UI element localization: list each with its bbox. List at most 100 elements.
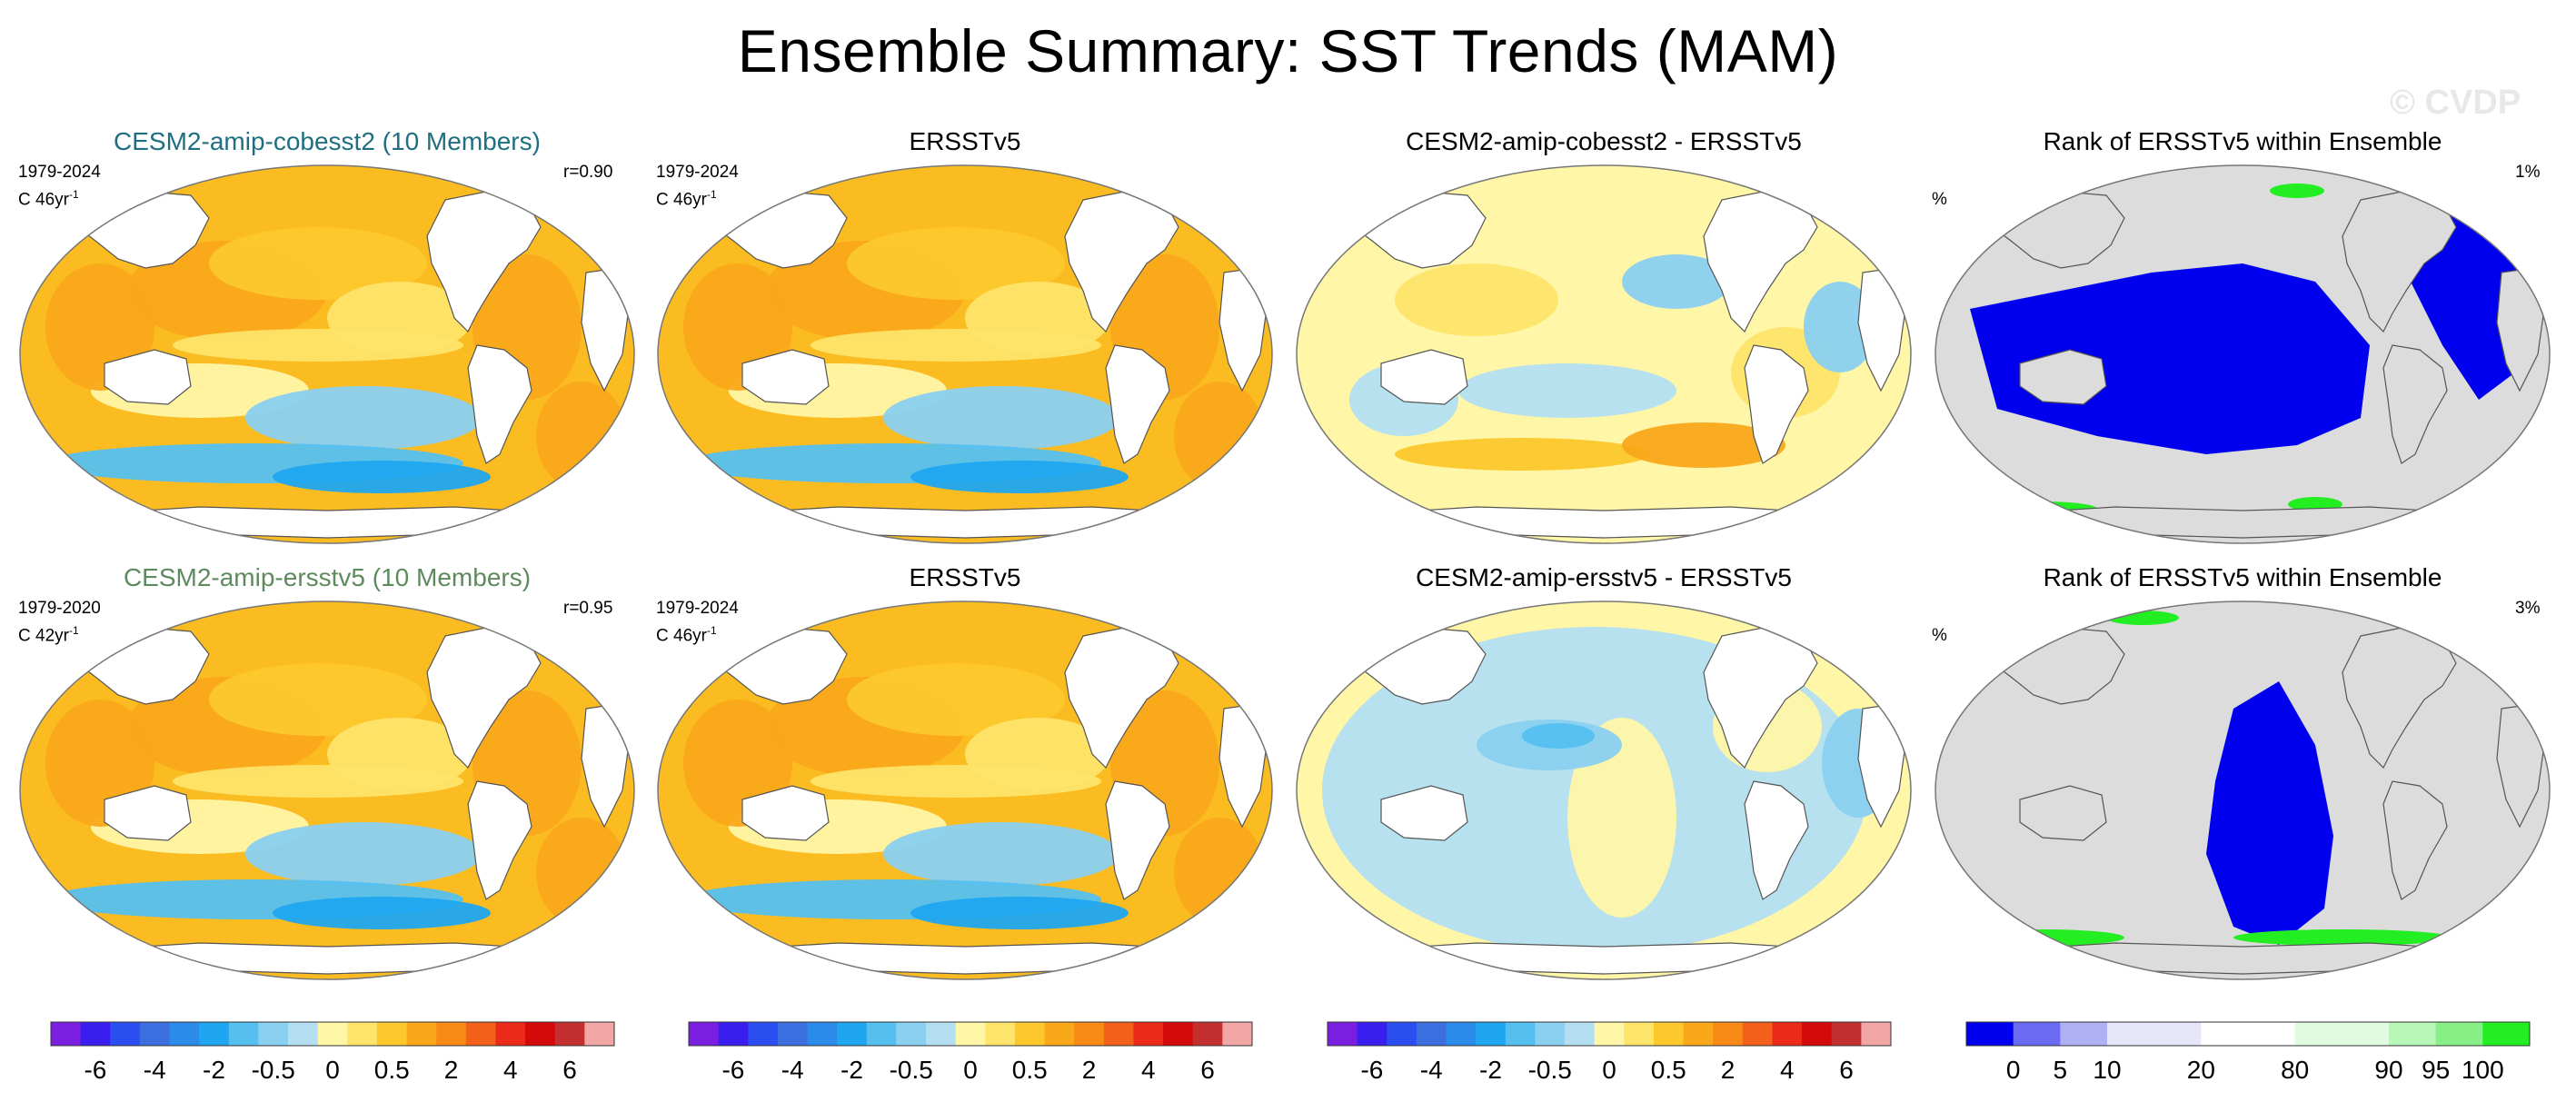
colorbar-tick-label: 4 (1780, 1056, 1795, 1084)
colorbar-swatch (1802, 1022, 1833, 1046)
colorbar-swatch (2294, 1022, 2342, 1046)
colorbar-swatch (2107, 1022, 2155, 1046)
sst-map-4 (1934, 164, 2551, 544)
colorbar-swatch (1044, 1022, 1075, 1046)
anomaly-region (1174, 818, 1265, 927)
colorbar-swatch (2060, 1022, 2108, 1046)
colorbar-tick-label: 0.5 (374, 1056, 410, 1084)
anomaly-region (245, 386, 482, 450)
map-border (19, 601, 635, 980)
anomaly-region (1395, 263, 1558, 336)
colorbar-swatch (1387, 1022, 1417, 1046)
land-outline (1803, 179, 1841, 219)
anomaly-region (273, 897, 491, 929)
map-border (1296, 164, 1912, 544)
colorbar-swatch (1742, 1022, 1773, 1046)
colorbar-tick-label: 6 (1839, 1056, 1854, 1084)
colorbar-1: -6 -4 -2 -0.5 0 0.5 2 4 6 (50, 1021, 615, 1084)
colorbar-tick-label: 100 (2462, 1056, 2504, 1084)
colorbar-outline (1327, 1021, 1892, 1047)
colorbar-tick-label: -6 (1360, 1056, 1383, 1084)
land-outline (736, 506, 1194, 539)
colorbar-swatch (777, 1022, 809, 1046)
colorbar-swatch (110, 1022, 141, 1046)
colorbar-tick-label: 95 (2422, 1056, 2450, 1084)
colorbar-tick-label: -4 (144, 1056, 166, 1084)
land-outline (526, 615, 564, 655)
land-outline (2014, 506, 2472, 539)
colorbar-swatch (406, 1022, 437, 1046)
colorbar-tick-label: 0 (2006, 1056, 2021, 1084)
colorbar-swatch (317, 1022, 348, 1046)
land-outline (1164, 179, 1202, 219)
colorbar-tick-label: -0.5 (1528, 1056, 1572, 1084)
colorbar-swatch (169, 1022, 200, 1046)
colorbar-tick-label: 90 (2374, 1056, 2402, 1084)
colorbar-swatch (837, 1022, 868, 1046)
colorbar-tick-label: -4 (1420, 1056, 1443, 1084)
colorbar-swatch (1446, 1022, 1477, 1046)
colorbar-tick-label: 0 (1602, 1056, 1616, 1084)
panel-title: Rank of ERSSTv5 within Ensemble (2043, 563, 2442, 591)
colorbar-swatch (2201, 1022, 2249, 1046)
pattern-correlation: r=0.90 (563, 163, 613, 182)
anomaly-region (910, 461, 1129, 493)
colorbar-swatch (80, 1022, 111, 1046)
period-text: 1979-2024 (656, 163, 739, 182)
map-border (657, 164, 1273, 544)
colorbar-swatch (2342, 1022, 2390, 1046)
colorbar-3: -6 -4 -2 -0.5 0 0.5 2 4 6 (1327, 1021, 1892, 1084)
colorbar-swatch (1565, 1022, 1596, 1046)
map-border (1934, 601, 2551, 980)
colorbar-swatch (1192, 1022, 1223, 1046)
colorbar-swatch (1594, 1022, 1625, 1046)
land-outline (736, 942, 1194, 975)
colorbar-swatch (288, 1022, 319, 1046)
colorbar-tick-label: -0.5 (890, 1056, 933, 1084)
colorbar-swatch (1163, 1022, 1194, 1046)
colorbar-swatch (2389, 1022, 2437, 1046)
colorbar-swatch (1074, 1022, 1105, 1046)
colorbar-swatch (199, 1022, 230, 1046)
map-border (1296, 601, 1912, 980)
colorbar-swatch (1713, 1022, 1744, 1046)
units-exponent: -1 (706, 624, 717, 637)
land-outline (104, 785, 192, 841)
period-text: 1979-2024 (18, 163, 101, 182)
colorbar-swatch (1535, 1022, 1566, 1046)
period-text: 1979-2024 (656, 599, 739, 618)
colorbar-tick-label: -6 (84, 1056, 106, 1084)
colorbar-tick-label: -2 (840, 1056, 863, 1084)
colorbar-swatch (1831, 1022, 1862, 1046)
panel-title: ERSSTv5 (909, 127, 1021, 155)
land-outline (2019, 785, 2107, 841)
colorbar-swatch (1966, 1022, 2014, 1046)
map-border (19, 164, 635, 544)
colorbar-swatch (1133, 1022, 1164, 1046)
colorbar-tick-label: 2 (444, 1056, 459, 1084)
colorbar-swatch (1103, 1022, 1134, 1046)
anomaly-region (1458, 363, 1676, 418)
colorbar-swatch (1328, 1022, 1358, 1046)
panel-title: Rank of ERSSTv5 within Ensemble (2043, 127, 2442, 155)
watermark: © CVDP (2390, 84, 2521, 122)
panel-title: CESM2-amip-cobesst2 - ERSSTv5 (1406, 127, 1802, 155)
colorbar-swatch (896, 1022, 927, 1046)
anomaly-region (883, 386, 1119, 450)
anomaly-region (910, 897, 1129, 929)
colorbar-swatch (584, 1022, 615, 1046)
sst-map-1 (19, 164, 635, 544)
colorbar-tick-label: 2 (1721, 1056, 1736, 1084)
colorbar-tick-label: 0.5 (1651, 1056, 1686, 1084)
anomaly-region (245, 822, 482, 886)
colorbar-tick-label: -6 (721, 1056, 744, 1084)
page-title: Ensemble Summary: SST Trends (MAM) (737, 17, 1839, 84)
colorbar-swatch (807, 1022, 838, 1046)
land-outline (1375, 506, 1833, 539)
colorbar-swatch (2248, 1022, 2296, 1046)
colorbar-swatch (495, 1022, 526, 1046)
land-outline (1380, 785, 1468, 841)
colorbar-tick-label: -2 (1479, 1056, 1502, 1084)
period-label: 1979-2024 C 46yr-1 (656, 598, 739, 647)
period-text: 1979-2020 (18, 599, 101, 618)
